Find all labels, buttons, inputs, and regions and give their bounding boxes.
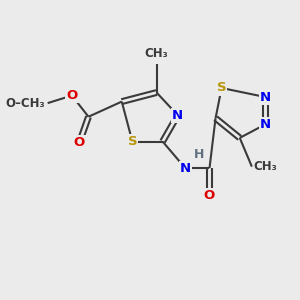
Text: H: H bbox=[194, 148, 205, 160]
Text: CH₃: CH₃ bbox=[145, 47, 168, 60]
Text: O: O bbox=[204, 189, 215, 202]
Text: N: N bbox=[172, 109, 183, 122]
Text: N: N bbox=[260, 118, 271, 131]
Text: CH₃: CH₃ bbox=[254, 160, 277, 173]
Text: N: N bbox=[180, 162, 191, 175]
Text: O: O bbox=[66, 89, 77, 102]
Text: N: N bbox=[260, 91, 271, 103]
Text: S: S bbox=[217, 82, 226, 94]
Text: O: O bbox=[74, 136, 85, 149]
Text: O–CH₃: O–CH₃ bbox=[5, 97, 45, 110]
Text: S: S bbox=[128, 135, 137, 148]
